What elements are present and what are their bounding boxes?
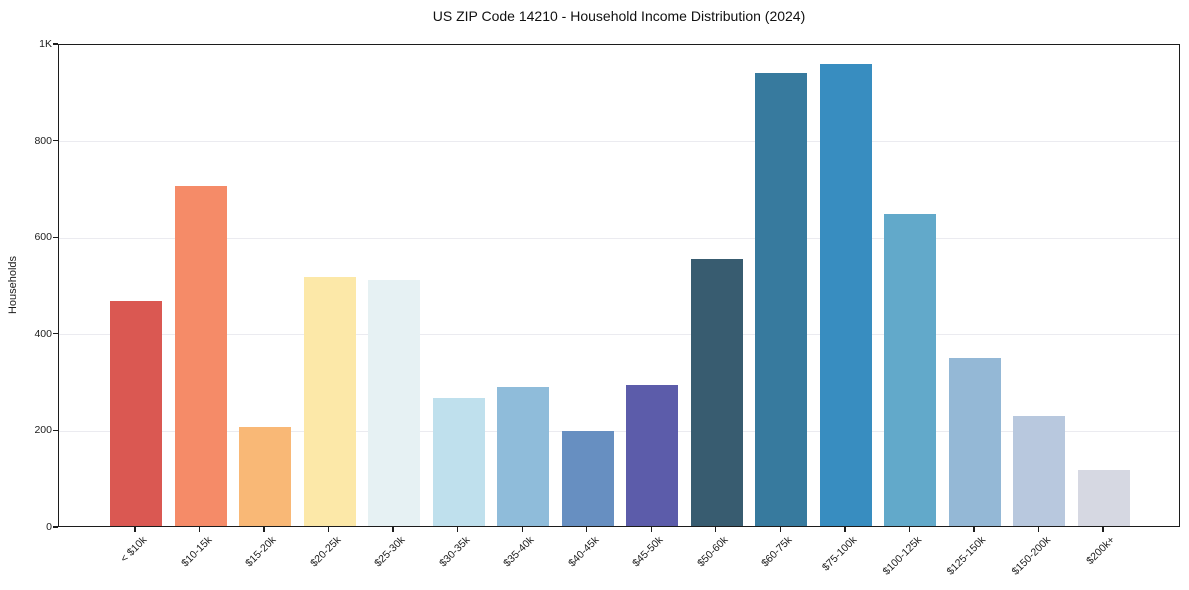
y-tick-mark xyxy=(53,333,58,335)
x-tick-mark xyxy=(1037,527,1040,532)
x-tick-label: < $10k xyxy=(118,534,150,565)
x-tick-label: $200k+ xyxy=(1084,534,1118,568)
x-tick-mark xyxy=(521,527,523,532)
bar xyxy=(239,427,292,526)
y-tick-label: 1K xyxy=(39,38,52,50)
gridline xyxy=(59,237,1179,239)
y-tick-label: 0 xyxy=(46,521,52,533)
x-tick-label: $45-50k xyxy=(630,534,666,570)
bar xyxy=(174,185,227,526)
bar xyxy=(432,398,485,526)
y-tick-mark xyxy=(53,429,58,432)
y-tick-mark xyxy=(53,43,58,45)
x-tick-mark xyxy=(456,527,459,532)
chart-title: US ZIP Code 14210 - Household Income Dis… xyxy=(432,8,806,24)
y-tick-label: 800 xyxy=(34,134,52,147)
gridline xyxy=(59,141,1179,143)
bar xyxy=(819,64,872,526)
x-tick-mark xyxy=(327,527,330,532)
x-tick-label: $15-20k xyxy=(243,534,279,570)
x-tick-label: $20-25k xyxy=(307,534,344,570)
bar xyxy=(755,72,808,526)
y-tick-label: 600 xyxy=(34,231,52,244)
bar xyxy=(303,277,356,526)
x-tick-mark xyxy=(263,527,265,532)
y-tick-label: 400 xyxy=(34,327,52,340)
x-tick-label: $125-150k xyxy=(944,534,989,578)
x-tick-mark xyxy=(392,527,394,532)
bar xyxy=(1078,470,1130,526)
x-tick-mark xyxy=(908,527,911,532)
x-tick-label: $40-45k xyxy=(565,534,602,570)
x-tick-label: $10-15k xyxy=(178,534,215,570)
x-tick-label: $25-30k xyxy=(372,534,408,570)
bar xyxy=(1013,415,1066,526)
bar xyxy=(690,259,743,526)
bar xyxy=(497,386,550,526)
bar xyxy=(948,357,1001,526)
bar xyxy=(884,214,937,526)
x-tick-label: $35-40k xyxy=(501,534,537,570)
y-tick-mark xyxy=(53,526,58,528)
x-tick-label: $75-100k xyxy=(819,534,860,574)
x-tick-mark xyxy=(973,527,975,532)
x-tick-mark xyxy=(586,527,588,532)
x-tick-label: $150-200k xyxy=(1009,534,1053,578)
x-tick-mark xyxy=(844,527,846,532)
y-tick-label: 200 xyxy=(34,424,52,437)
x-tick-label: $50-60k xyxy=(694,534,731,570)
bar xyxy=(110,301,162,526)
plot-area xyxy=(58,44,1180,527)
x-tick-label: $60-75k xyxy=(759,534,795,570)
x-tick-mark xyxy=(134,527,136,532)
bar xyxy=(626,384,679,526)
bar xyxy=(368,279,421,526)
gridline xyxy=(59,430,1179,432)
x-tick-label: $100-125k xyxy=(880,534,924,578)
y-tick-mark xyxy=(53,139,58,142)
x-tick-mark xyxy=(1102,527,1104,532)
x-tick-mark xyxy=(715,527,717,532)
gridline xyxy=(59,334,1179,336)
x-tick-mark xyxy=(779,527,782,532)
bar xyxy=(561,431,614,526)
x-tick-mark xyxy=(198,527,201,532)
y-tick-mark xyxy=(53,236,58,238)
x-tick-label: $30-35k xyxy=(436,534,473,570)
x-tick-mark xyxy=(650,527,652,532)
